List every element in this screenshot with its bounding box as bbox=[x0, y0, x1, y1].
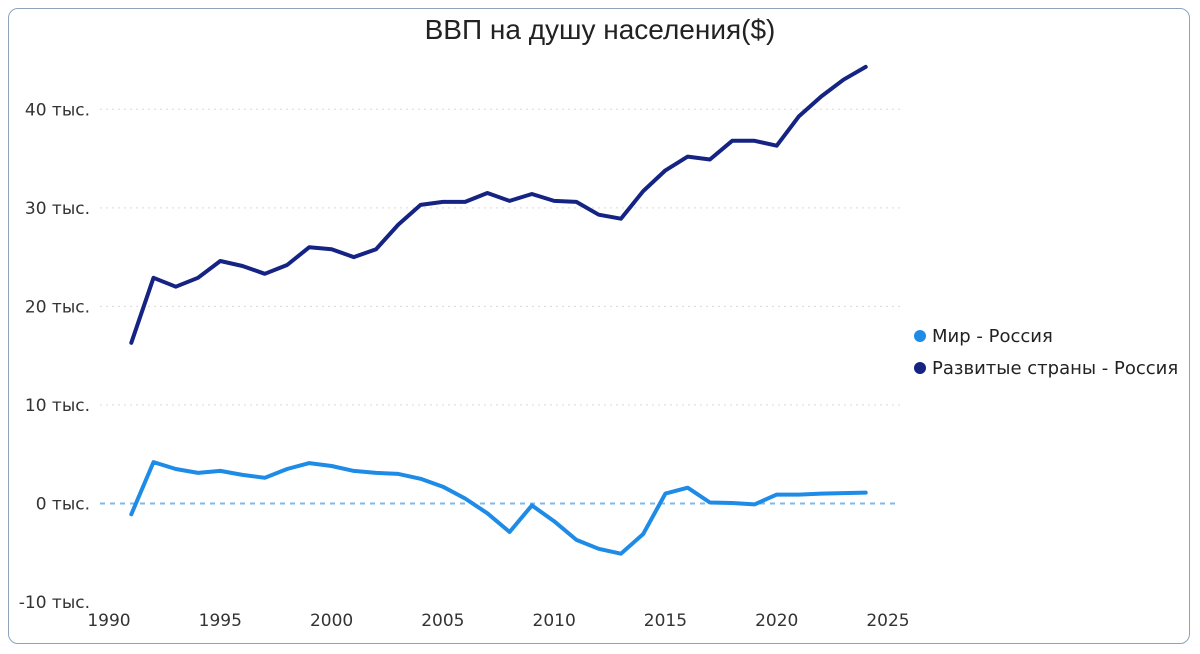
series-line-2 bbox=[129, 64, 868, 345]
legend-marker-icon bbox=[914, 362, 926, 374]
y-tick-label: -10 тыс. bbox=[19, 593, 90, 613]
grid-lines bbox=[100, 108, 900, 505]
y-tick-label: 0 тыс. bbox=[36, 494, 90, 514]
legend: Мир - Россия Развитые страны - Россия bbox=[914, 320, 1178, 384]
legend-label: Развитые страны - Россия bbox=[932, 357, 1179, 379]
x-tick-label: 2025 bbox=[866, 611, 909, 631]
series-lines bbox=[129, 64, 868, 556]
legend-marker-icon bbox=[914, 330, 926, 342]
x-tick-label: 2020 bbox=[755, 611, 798, 631]
y-tick-label: 30 тыс. bbox=[25, 199, 90, 219]
y-tick-label: 20 тыс. bbox=[25, 297, 90, 317]
x-axis-ticks: 1990 1995 2000 2005 2010 2015 2020 2025 bbox=[87, 611, 909, 631]
x-tick-label: 2005 bbox=[421, 611, 464, 631]
x-tick-label: 2015 bbox=[644, 611, 687, 631]
legend-label: Мир - Россия bbox=[932, 325, 1053, 347]
y-tick-label: 40 тыс. bbox=[25, 100, 90, 120]
chart-title: ВВП на душу населения($) bbox=[424, 14, 776, 45]
series-line-1 bbox=[129, 460, 868, 556]
chart-frame bbox=[8, 8, 1190, 644]
x-tick-label: 1995 bbox=[199, 611, 242, 631]
x-tick-label: 2000 bbox=[310, 611, 353, 631]
y-axis-ticks: -10 тыс. 0 тыс. 10 тыс. 20 тыс. 30 тыс. 40 ты… bbox=[19, 100, 90, 613]
legend-item-2[interactable]: Развитые страны - Россия bbox=[914, 352, 1178, 384]
y-tick-label: 10 тыс. bbox=[25, 396, 90, 416]
x-tick-label: 2010 bbox=[533, 611, 576, 631]
legend-item-1[interactable]: Мир - Россия bbox=[914, 320, 1178, 352]
x-tick-label: 1990 bbox=[87, 611, 130, 631]
